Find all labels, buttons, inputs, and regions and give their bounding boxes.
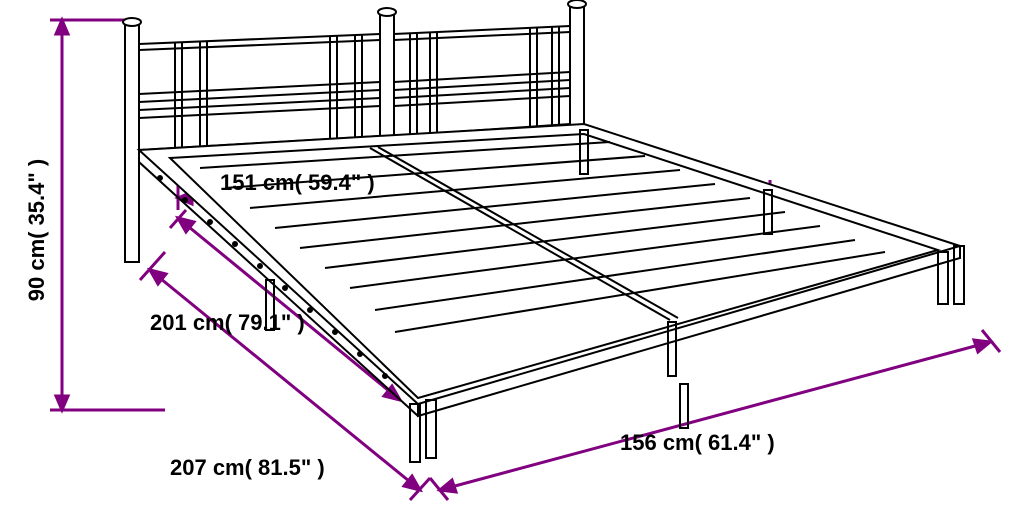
label-height: 90 cm( 35.4" ): [24, 159, 49, 302]
bed-platform: [139, 124, 960, 416]
label-outer-width: 156 cm( 61.4" ): [620, 430, 775, 455]
label-inner-length: 201 cm( 79.1" ): [150, 310, 305, 335]
label-inner-width: 151 cm( 59.4" ): [220, 170, 375, 195]
label-outer-length: 207 cm( 81.5" ): [170, 455, 325, 480]
bed-dimension-diagram: 90 cm( 35.4" ) 151 cm( 59.4" ) 201 cm( 7…: [0, 0, 1020, 520]
headboard-post-left: [123, 18, 141, 262]
bed-frame-drawing: [123, 0, 964, 462]
